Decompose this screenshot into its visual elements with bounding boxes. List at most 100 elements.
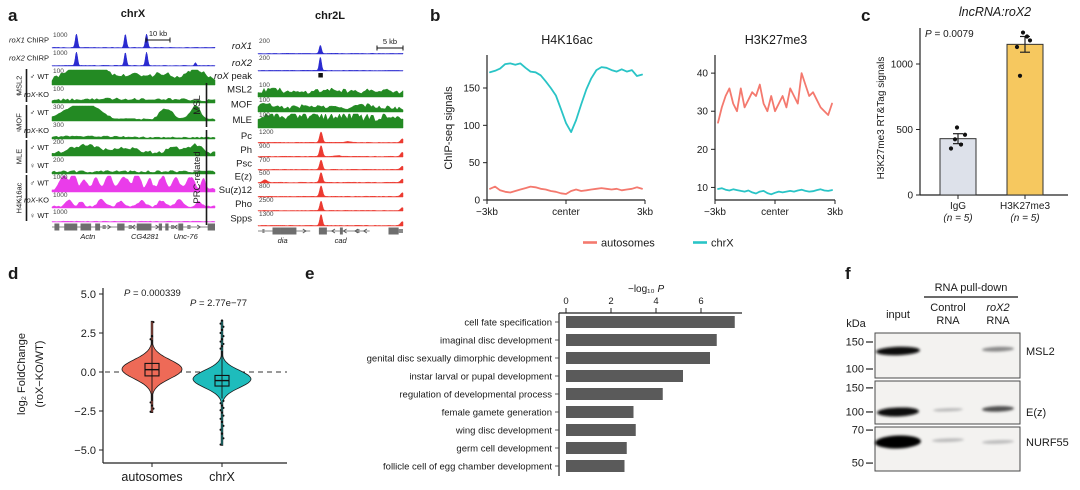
panel-e-letter: e [305, 264, 314, 283]
gene-name-label: Actn [79, 232, 95, 241]
gene-exon [280, 227, 297, 235]
track-scale-value: 200 [53, 157, 64, 164]
gene-strand-arrow [342, 228, 347, 234]
blot-band [932, 438, 964, 443]
gene-exon [339, 227, 343, 235]
rox-peak-dot [318, 73, 323, 78]
track-scale-value: 2500 [259, 197, 274, 204]
track-scale-value: 500 [259, 170, 270, 177]
kda-marker-label: 100 [846, 406, 864, 418]
gene-name-label: Unc-76 [174, 232, 199, 241]
chr2l-track-row: 200 [257, 55, 404, 72]
chrx-track-row: 1000 [51, 174, 216, 193]
data-point [1014, 44, 1020, 50]
chr2l-track-row: 100 [257, 82, 404, 98]
blot-band [933, 408, 963, 412]
chrx-scalebar-label: 10 kb [149, 29, 167, 38]
blot-band [875, 435, 921, 449]
y-tick-label: 5.0 [81, 289, 96, 301]
track-scale-value: 1000 [53, 32, 68, 39]
gene-exon [388, 227, 399, 235]
y-tick-label: 2.5 [81, 328, 96, 340]
panel-a-letter: a [8, 6, 18, 25]
outlier-point [220, 338, 224, 341]
blot-band [982, 346, 1014, 352]
track-signal [257, 185, 404, 198]
panel-d-letter: d [8, 264, 18, 283]
blot-band [982, 440, 1014, 444]
x-tick-label: center [761, 207, 789, 218]
outlier-point [222, 406, 225, 409]
outlier-point [219, 417, 222, 420]
data-point [1024, 34, 1030, 39]
gene-utr [262, 229, 265, 233]
blot-box-MSL2 [874, 332, 1021, 379]
go-bar [566, 334, 717, 346]
go-category-label: wing disc development [455, 426, 552, 437]
track-scale-value: 1200 [259, 129, 274, 136]
track-signal [51, 143, 216, 157]
go-category-label: regulation of developmental process [399, 390, 552, 401]
blot-band [877, 407, 919, 417]
gene-name-label: cad [335, 236, 348, 245]
track-signal [257, 214, 404, 227]
outlier-point [220, 328, 224, 331]
chr2l-track-label: Su(z)12 [219, 185, 252, 196]
x-tick-label: 0 [563, 296, 568, 307]
outlier-point [149, 410, 152, 413]
chr2l-track-row: 100 [257, 97, 404, 113]
gene-exon [64, 223, 78, 231]
gene-utr [128, 225, 132, 229]
track-scale-value: 300 [53, 122, 64, 129]
series-line-autosomes [489, 185, 643, 195]
y-tick-label: 40 [697, 69, 709, 80]
go-bar [566, 370, 683, 382]
line-plot-H4K16ac: 0 50 100 150 −3kb center 3kb [463, 55, 653, 218]
chrx-track-row: 300 [51, 122, 216, 140]
chr2l-scalebar-label: 5 kb [383, 37, 397, 46]
gene-exon [95, 223, 101, 231]
y-tick-label: 1000 [891, 60, 914, 71]
outlier-point [220, 420, 224, 424]
chrx-track-row: 200 [51, 157, 216, 175]
outlier-point [222, 325, 225, 328]
series-line-autosomes [717, 72, 833, 124]
go-category-label: genital disc sexually dimorphic developm… [367, 354, 553, 365]
chr2l-track-label: Psc [236, 159, 252, 170]
chr2l-title: chr2L [315, 10, 345, 22]
outlier-point [222, 424, 225, 427]
data-point [958, 142, 964, 147]
outlier-point [222, 399, 225, 402]
go-bar [566, 388, 663, 400]
track-signal [257, 103, 404, 113]
chrx-group-label: MSL2 [15, 76, 24, 96]
outlier-point [222, 437, 225, 440]
outlier-point [149, 401, 152, 404]
go-bar [566, 406, 634, 418]
chrx-track-row: 1000 [51, 32, 216, 49]
gene-strand-arrow [155, 224, 160, 230]
outlier-point [149, 338, 152, 341]
panel-b-letter: b [430, 6, 440, 25]
track-scale-value: 300 [53, 104, 64, 111]
lane-label-control: Control [930, 302, 965, 314]
chr2l-track-label: E(z) [235, 172, 252, 183]
x-n-label: (n = 5) [1010, 213, 1039, 224]
data-point [952, 137, 958, 142]
track-scale-value: 200 [259, 38, 270, 45]
y-tick-label: 10 [697, 183, 709, 194]
track-signal [51, 220, 216, 223]
track-signal [51, 175, 216, 193]
gene-strand-arrow [107, 224, 112, 230]
y-tick-label: −2.5 [74, 406, 96, 418]
track-scale-value: 100 [53, 86, 64, 93]
chrx-track-label: ♀ WT [30, 211, 50, 220]
x-category-label: H3K27me3 [1000, 201, 1050, 212]
chrx-track-row: 100 [51, 68, 216, 86]
data-point [948, 146, 954, 151]
y-tick-label: −5.0 [74, 445, 96, 457]
data-point [962, 132, 968, 137]
track-scale-value: 1000 [53, 209, 68, 216]
x-tick-label: 3kb [637, 207, 654, 218]
